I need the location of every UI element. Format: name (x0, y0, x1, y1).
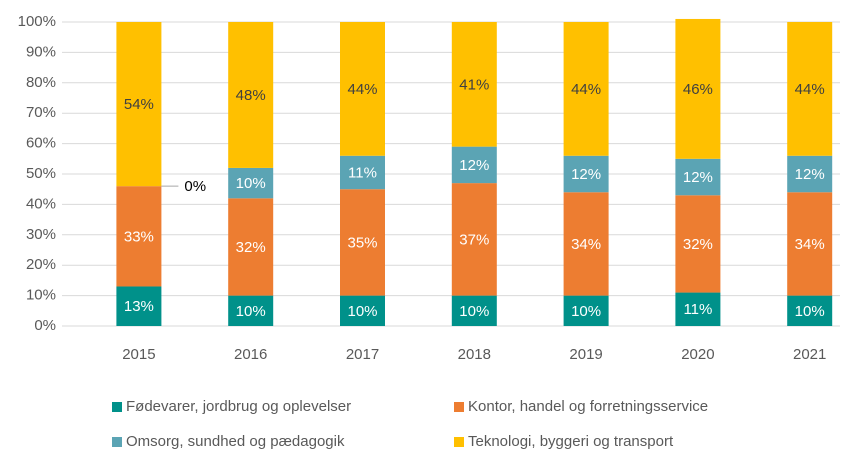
bar-segment (340, 295, 385, 326)
bar-segment (340, 189, 385, 296)
legend-label: Fødevarer, jordbrug og oplevelser (126, 398, 351, 415)
data-label: 44% (571, 81, 601, 98)
data-label: 33% (124, 228, 154, 245)
bar-segment (675, 292, 721, 326)
bar-segment (675, 158, 721, 196)
y-tick-label: 70% (26, 104, 56, 121)
x-tick-label: 2021 (793, 346, 826, 363)
data-label: 10% (571, 303, 601, 320)
bar-segment (563, 22, 609, 156)
data-label: 48% (236, 87, 266, 104)
data-label: 44% (347, 81, 377, 98)
data-label: 0% (184, 178, 206, 195)
bar-segment (340, 155, 385, 190)
data-label: 12% (683, 169, 713, 186)
data-label: 10% (795, 303, 825, 320)
data-label: 34% (571, 236, 601, 253)
data-label: 10% (459, 303, 489, 320)
bar-segment (675, 18, 721, 159)
legend-label: Kontor, handel og forretningsservice (468, 398, 708, 415)
legend-label: Teknologi, byggeri og transport (468, 433, 674, 450)
data-label: 13% (124, 298, 154, 315)
data-label: 41% (459, 76, 489, 93)
y-tick-label: 80% (26, 74, 56, 91)
data-label: 10% (236, 175, 266, 192)
data-label: 44% (795, 81, 825, 98)
bar-segment (451, 22, 497, 147)
data-label: 35% (347, 234, 377, 251)
data-label: 37% (459, 231, 489, 248)
bar-segment (787, 155, 833, 193)
bar-segment (451, 146, 497, 184)
bar-segment (451, 183, 497, 296)
data-label: 11% (683, 301, 712, 318)
bar-segment (563, 155, 609, 193)
data-label: 11% (348, 164, 377, 181)
legend-swatch (454, 437, 464, 447)
x-tick-label: 2016 (234, 346, 267, 363)
y-tick-label: 50% (26, 165, 56, 182)
data-label: 12% (571, 166, 601, 183)
legend-swatch (454, 402, 464, 412)
bar-segment (675, 195, 721, 293)
data-label: 12% (795, 166, 825, 183)
bar-segment (228, 22, 274, 168)
y-tick-label: 10% (26, 287, 56, 304)
bar-segment (340, 22, 385, 156)
data-label: 12% (459, 157, 489, 174)
x-tick-label: 2017 (346, 346, 379, 363)
x-tick-label: 2015 (122, 346, 155, 363)
data-label: 32% (236, 239, 266, 256)
bar-segment (563, 295, 609, 326)
x-tick-label: 2019 (569, 346, 602, 363)
legend-swatch (112, 402, 122, 412)
y-tick-label: 90% (26, 43, 56, 60)
x-tick-label: 2018 (458, 346, 491, 363)
bar-segment (451, 295, 497, 326)
legend-swatch (112, 437, 122, 447)
bar-segment (228, 167, 274, 199)
data-label: 54% (124, 96, 154, 113)
bar-segment (228, 198, 274, 296)
bar-segment (228, 295, 274, 326)
bar-segment (787, 22, 833, 156)
bar-segment (116, 186, 162, 287)
y-tick-label: 0% (34, 317, 56, 334)
y-tick-label: 60% (26, 135, 56, 152)
y-tick-label: 100% (18, 13, 56, 30)
data-label: 34% (795, 236, 825, 253)
data-label: 46% (683, 81, 713, 98)
data-label: 32% (683, 236, 713, 253)
bar-segment (563, 192, 609, 296)
y-tick-label: 30% (26, 226, 56, 243)
bar-segment (787, 295, 833, 326)
data-label: 10% (347, 303, 377, 320)
x-tick-label: 2020 (681, 346, 714, 363)
bar-segment (787, 192, 833, 296)
y-tick-label: 40% (26, 195, 56, 212)
legend-label: Omsorg, sundhed og pædagogik (126, 433, 345, 450)
bar-segment (116, 22, 162, 187)
data-label: 10% (236, 303, 266, 320)
bar-segment (116, 286, 162, 326)
y-tick-label: 20% (26, 256, 56, 273)
